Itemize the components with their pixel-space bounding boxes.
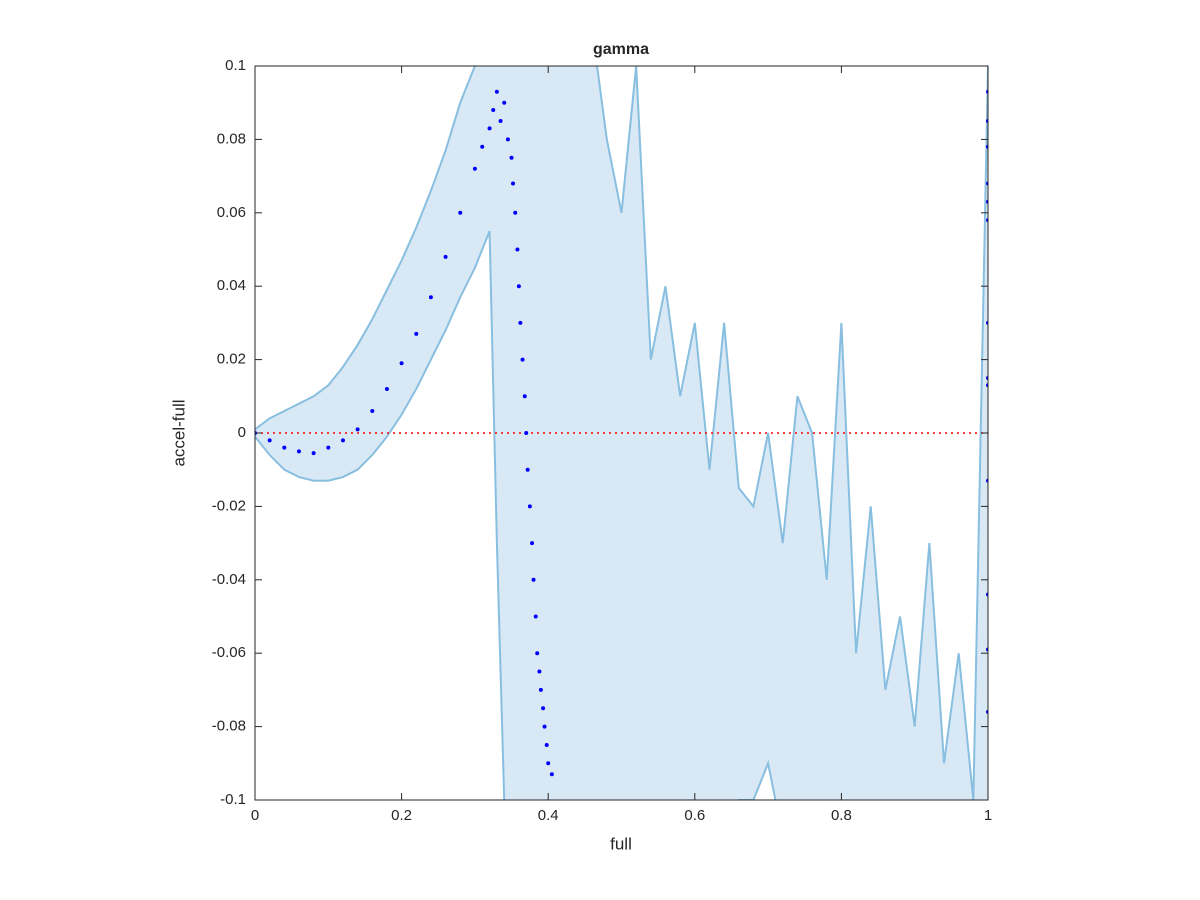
scatter-point bbox=[520, 357, 525, 362]
scatter-point bbox=[509, 155, 514, 160]
y-tick-label: -0.04 bbox=[212, 571, 246, 588]
x-axis-label: full bbox=[610, 834, 632, 853]
x-tick-label: 0.6 bbox=[684, 807, 705, 824]
y-tick-label: -0.02 bbox=[212, 497, 246, 514]
plot-area bbox=[255, 66, 988, 800]
scatter-point bbox=[530, 541, 535, 546]
y-tick-label: 0.06 bbox=[217, 204, 246, 221]
x-tick-label: 0.8 bbox=[831, 807, 852, 824]
scatter-point bbox=[546, 761, 551, 766]
scatter-point bbox=[549, 772, 554, 777]
scatter-point bbox=[443, 254, 448, 259]
x-tick-label: 0.4 bbox=[538, 807, 559, 824]
x-tick-label: 0.2 bbox=[391, 807, 412, 824]
scatter-point bbox=[480, 144, 485, 149]
scatter-point bbox=[527, 504, 532, 509]
scatter-point bbox=[537, 669, 542, 674]
scatter-point bbox=[502, 100, 507, 105]
scatter-point bbox=[524, 431, 529, 435]
scatter-point bbox=[541, 706, 546, 711]
scatter-point bbox=[533, 614, 538, 619]
scatter-point bbox=[428, 295, 433, 300]
scatter-point bbox=[531, 577, 536, 582]
scatter-point bbox=[525, 467, 530, 472]
y-tick-label: 0.1 bbox=[225, 57, 246, 74]
scatter-point bbox=[491, 108, 496, 113]
scatter-point bbox=[515, 247, 520, 252]
scatter-point bbox=[535, 651, 540, 656]
scatter-point bbox=[282, 445, 287, 450]
y-tick-label: -0.08 bbox=[212, 718, 246, 735]
scatter-point bbox=[542, 724, 547, 729]
scatter-point bbox=[414, 331, 419, 336]
scatter-point bbox=[498, 119, 503, 124]
scatter-point bbox=[326, 445, 331, 450]
scatter-point bbox=[458, 210, 463, 215]
x-tick-label: 1 bbox=[984, 807, 992, 824]
y-axis-label: accel-full bbox=[169, 399, 188, 466]
scatter-point bbox=[472, 166, 477, 171]
scatter-point bbox=[399, 361, 404, 366]
y-tick-label: 0 bbox=[238, 424, 246, 441]
scatter-point bbox=[522, 394, 527, 399]
y-tick-label: 0.04 bbox=[217, 277, 246, 294]
y-tick-label: -0.06 bbox=[212, 644, 246, 661]
band-lower-line bbox=[255, 230, 777, 800]
x-tick-label: 0 bbox=[251, 807, 259, 824]
scatter-point bbox=[505, 137, 510, 142]
scatter-point bbox=[267, 438, 272, 443]
scatter-point bbox=[494, 89, 499, 94]
scatter-point bbox=[355, 427, 360, 432]
chart-title: gamma bbox=[593, 41, 649, 58]
scatter-point bbox=[516, 284, 521, 289]
scatter-point bbox=[544, 742, 549, 747]
scatter-point bbox=[511, 181, 516, 186]
scatter-point bbox=[518, 320, 523, 325]
scatter-point bbox=[487, 126, 492, 131]
scatter-point bbox=[538, 687, 543, 692]
y-tick-label: 0.02 bbox=[217, 351, 246, 368]
scatter-point bbox=[370, 408, 375, 413]
band-upper-line bbox=[255, 66, 988, 800]
scatter-point bbox=[296, 449, 301, 454]
scatter-point bbox=[311, 451, 316, 456]
scatter-point bbox=[513, 210, 518, 215]
scatter-point bbox=[340, 438, 345, 443]
y-tick-label: -0.1 bbox=[220, 791, 246, 808]
scatter-point bbox=[384, 386, 389, 391]
y-tick-label: 0.08 bbox=[217, 130, 246, 147]
